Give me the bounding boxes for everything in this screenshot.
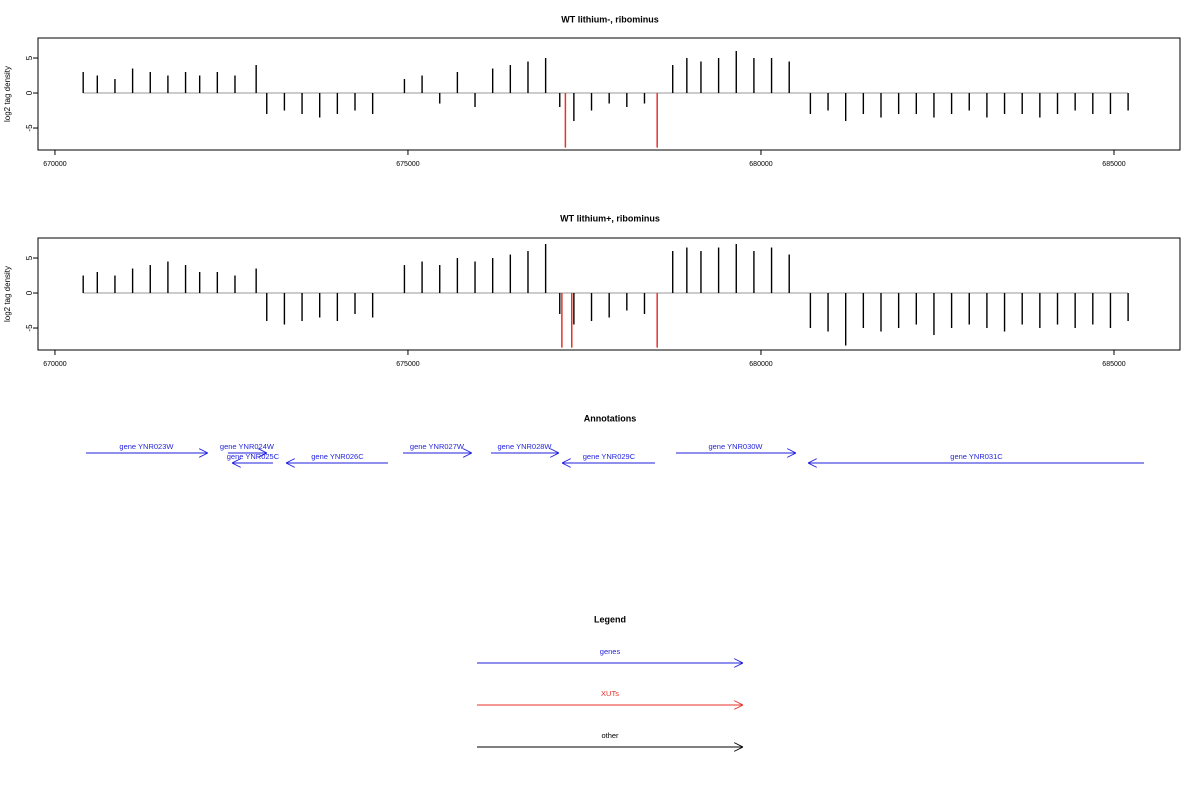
gene-label: gene YNR029C bbox=[583, 452, 636, 461]
gene-label: gene YNR031C bbox=[950, 452, 1003, 461]
annotations-title: Annotations bbox=[584, 413, 637, 423]
y-tick-label: 0 bbox=[25, 90, 34, 95]
gene-label: gene YNR030W bbox=[708, 442, 763, 451]
legend-label: XUTs bbox=[601, 689, 619, 698]
x-tick-label: 675000 bbox=[396, 161, 419, 168]
legend-label: genes bbox=[600, 647, 621, 656]
y-tick-label: 0 bbox=[25, 290, 34, 295]
gene-label: gene YNR023W bbox=[119, 442, 174, 451]
x-tick-label: 685000 bbox=[1102, 361, 1125, 368]
x-tick-label: 675000 bbox=[396, 361, 419, 368]
gene-label: gene YNR026C bbox=[311, 452, 364, 461]
gene-label: gene YNR027W bbox=[410, 442, 465, 451]
x-tick-label: 670000 bbox=[43, 361, 66, 368]
x-tick-label: 680000 bbox=[749, 161, 772, 168]
y-tick-label: -5 bbox=[25, 324, 34, 332]
gene-label: gene YNR028W bbox=[497, 442, 552, 451]
plot-frame bbox=[37, 237, 1181, 351]
legend-label: other bbox=[601, 731, 619, 740]
y-tick-label: 5 bbox=[25, 255, 34, 260]
x-tick-label: 685000 bbox=[1102, 161, 1125, 168]
x-tick-label: 670000 bbox=[43, 161, 66, 168]
plot-frame bbox=[37, 37, 1181, 151]
chart-title: WT lithium+, ribominus bbox=[560, 213, 660, 223]
gene-label: gene YNR024W bbox=[220, 442, 275, 451]
y-tick-label: 5 bbox=[25, 55, 34, 60]
y-tick-label: -5 bbox=[25, 124, 34, 132]
y-axis-label: log2 tag density bbox=[3, 266, 12, 322]
legend-title: Legend bbox=[594, 614, 626, 624]
y-axis-label: log2 tag density bbox=[3, 66, 12, 122]
chart-title: WT lithium-, ribominus bbox=[561, 14, 659, 24]
x-tick-label: 680000 bbox=[749, 361, 772, 368]
gene-label: gene YNR025C bbox=[227, 452, 280, 461]
